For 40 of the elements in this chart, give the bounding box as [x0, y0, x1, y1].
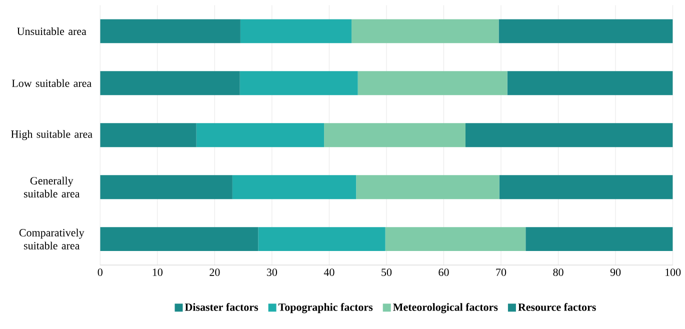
x-tick-label: 20	[210, 268, 220, 276]
y-tick-label: Generally suitable area	[24, 176, 80, 198]
x-tick-label: 0	[98, 268, 102, 276]
bar	[385, 226, 526, 251]
bar	[232, 175, 356, 199]
y-tick-label: High suitable area	[11, 130, 92, 140]
y-tick-label: Unsuitable area	[17, 27, 86, 35]
x-tick-label: 40	[324, 268, 334, 276]
y-tick-label: Low suitable area	[12, 79, 92, 87]
bar	[100, 226, 258, 251]
bar	[358, 71, 508, 96]
x-tick-label: 80	[553, 268, 564, 276]
x-tick-label: 70	[496, 268, 506, 276]
bar	[100, 71, 240, 96]
x-tick-label: 100	[666, 268, 681, 276]
bar	[196, 123, 324, 148]
x-tick-label: 30	[266, 268, 278, 276]
bar	[240, 71, 358, 96]
y-tick-label: Comparatively suitable area	[19, 228, 84, 250]
bar	[240, 19, 352, 44]
bar	[100, 19, 240, 44]
bar	[499, 175, 673, 199]
bar	[466, 123, 673, 148]
legend-label: Resource factors	[518, 302, 596, 311]
x-tick-label: 60	[438, 268, 449, 276]
x-tick-label: 50	[382, 268, 392, 276]
bar	[100, 175, 232, 199]
bar	[356, 175, 500, 199]
x-tick-label: 10	[152, 268, 162, 276]
x-tick-label: 90	[610, 268, 621, 276]
bar	[100, 123, 196, 148]
bar	[258, 226, 386, 251]
legend-label: Topographic factors	[278, 302, 373, 314]
bar	[507, 71, 673, 96]
legend-label: Disaster factors	[184, 302, 258, 311]
legend-label: Meteorological factors	[393, 302, 498, 314]
bar	[498, 19, 673, 44]
bar	[526, 226, 673, 251]
bar	[352, 19, 499, 44]
bar	[324, 123, 466, 148]
